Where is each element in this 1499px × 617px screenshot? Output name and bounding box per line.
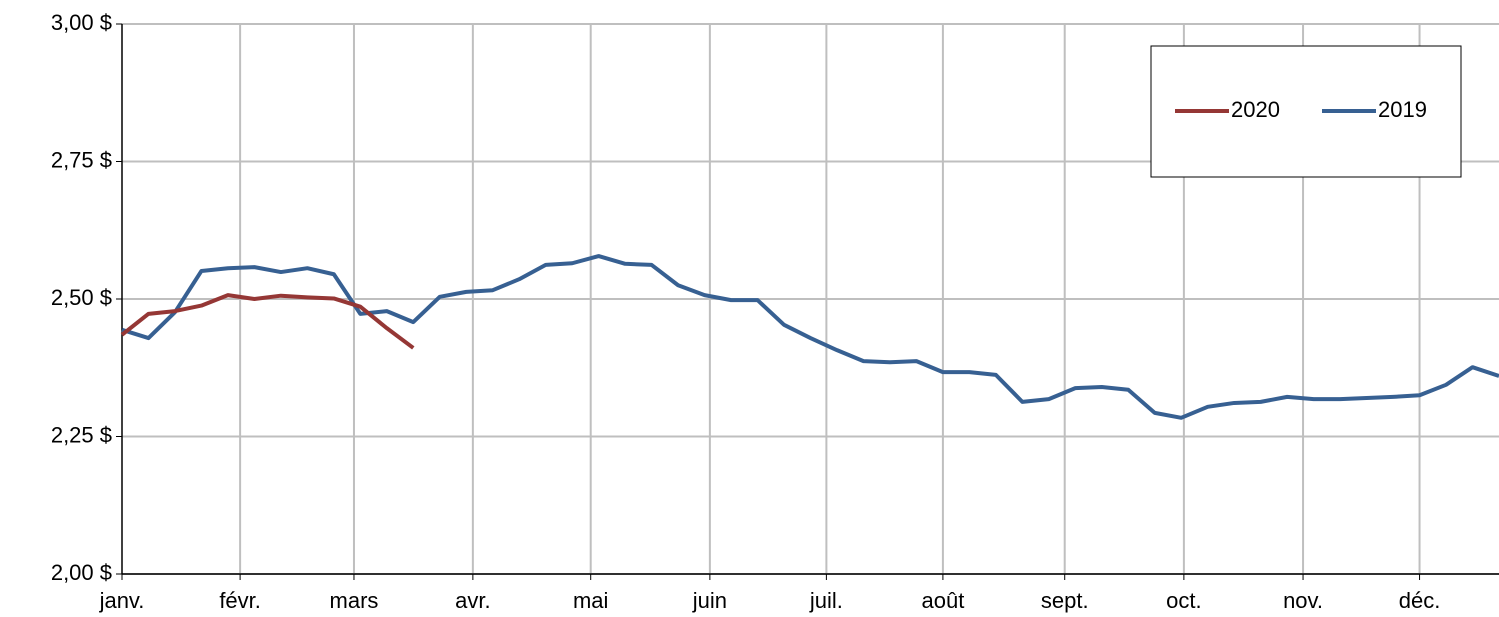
y-tick-label: 2,75 $ (51, 147, 112, 172)
y-tick-label: 2,25 $ (51, 422, 112, 447)
x-tick-label: févr. (219, 588, 261, 613)
line-series (120, 293, 415, 350)
x-tick-label: janv. (99, 588, 145, 613)
legend-label: 2019 (1378, 97, 1427, 122)
x-tick-label: nov. (1283, 588, 1323, 613)
y-tick-label: 3,00 $ (51, 10, 112, 35)
x-tick-label: juin (692, 588, 727, 613)
x-tick-label: mai (573, 588, 608, 613)
x-tick-label: août (921, 588, 964, 613)
x-tick-label: juil. (809, 588, 843, 613)
x-tick-label: oct. (1166, 588, 1201, 613)
y-tick-label: 2,50 $ (51, 285, 112, 310)
x-tick-label: avr. (455, 588, 490, 613)
line-series (121, 254, 1499, 420)
x-tick-label: mars (330, 588, 379, 613)
legend-label: 2020 (1231, 97, 1280, 122)
x-tick-label: déc. (1399, 588, 1441, 613)
y-tick-label: 2,00 $ (51, 560, 112, 585)
x-tick-label: sept. (1041, 588, 1089, 613)
